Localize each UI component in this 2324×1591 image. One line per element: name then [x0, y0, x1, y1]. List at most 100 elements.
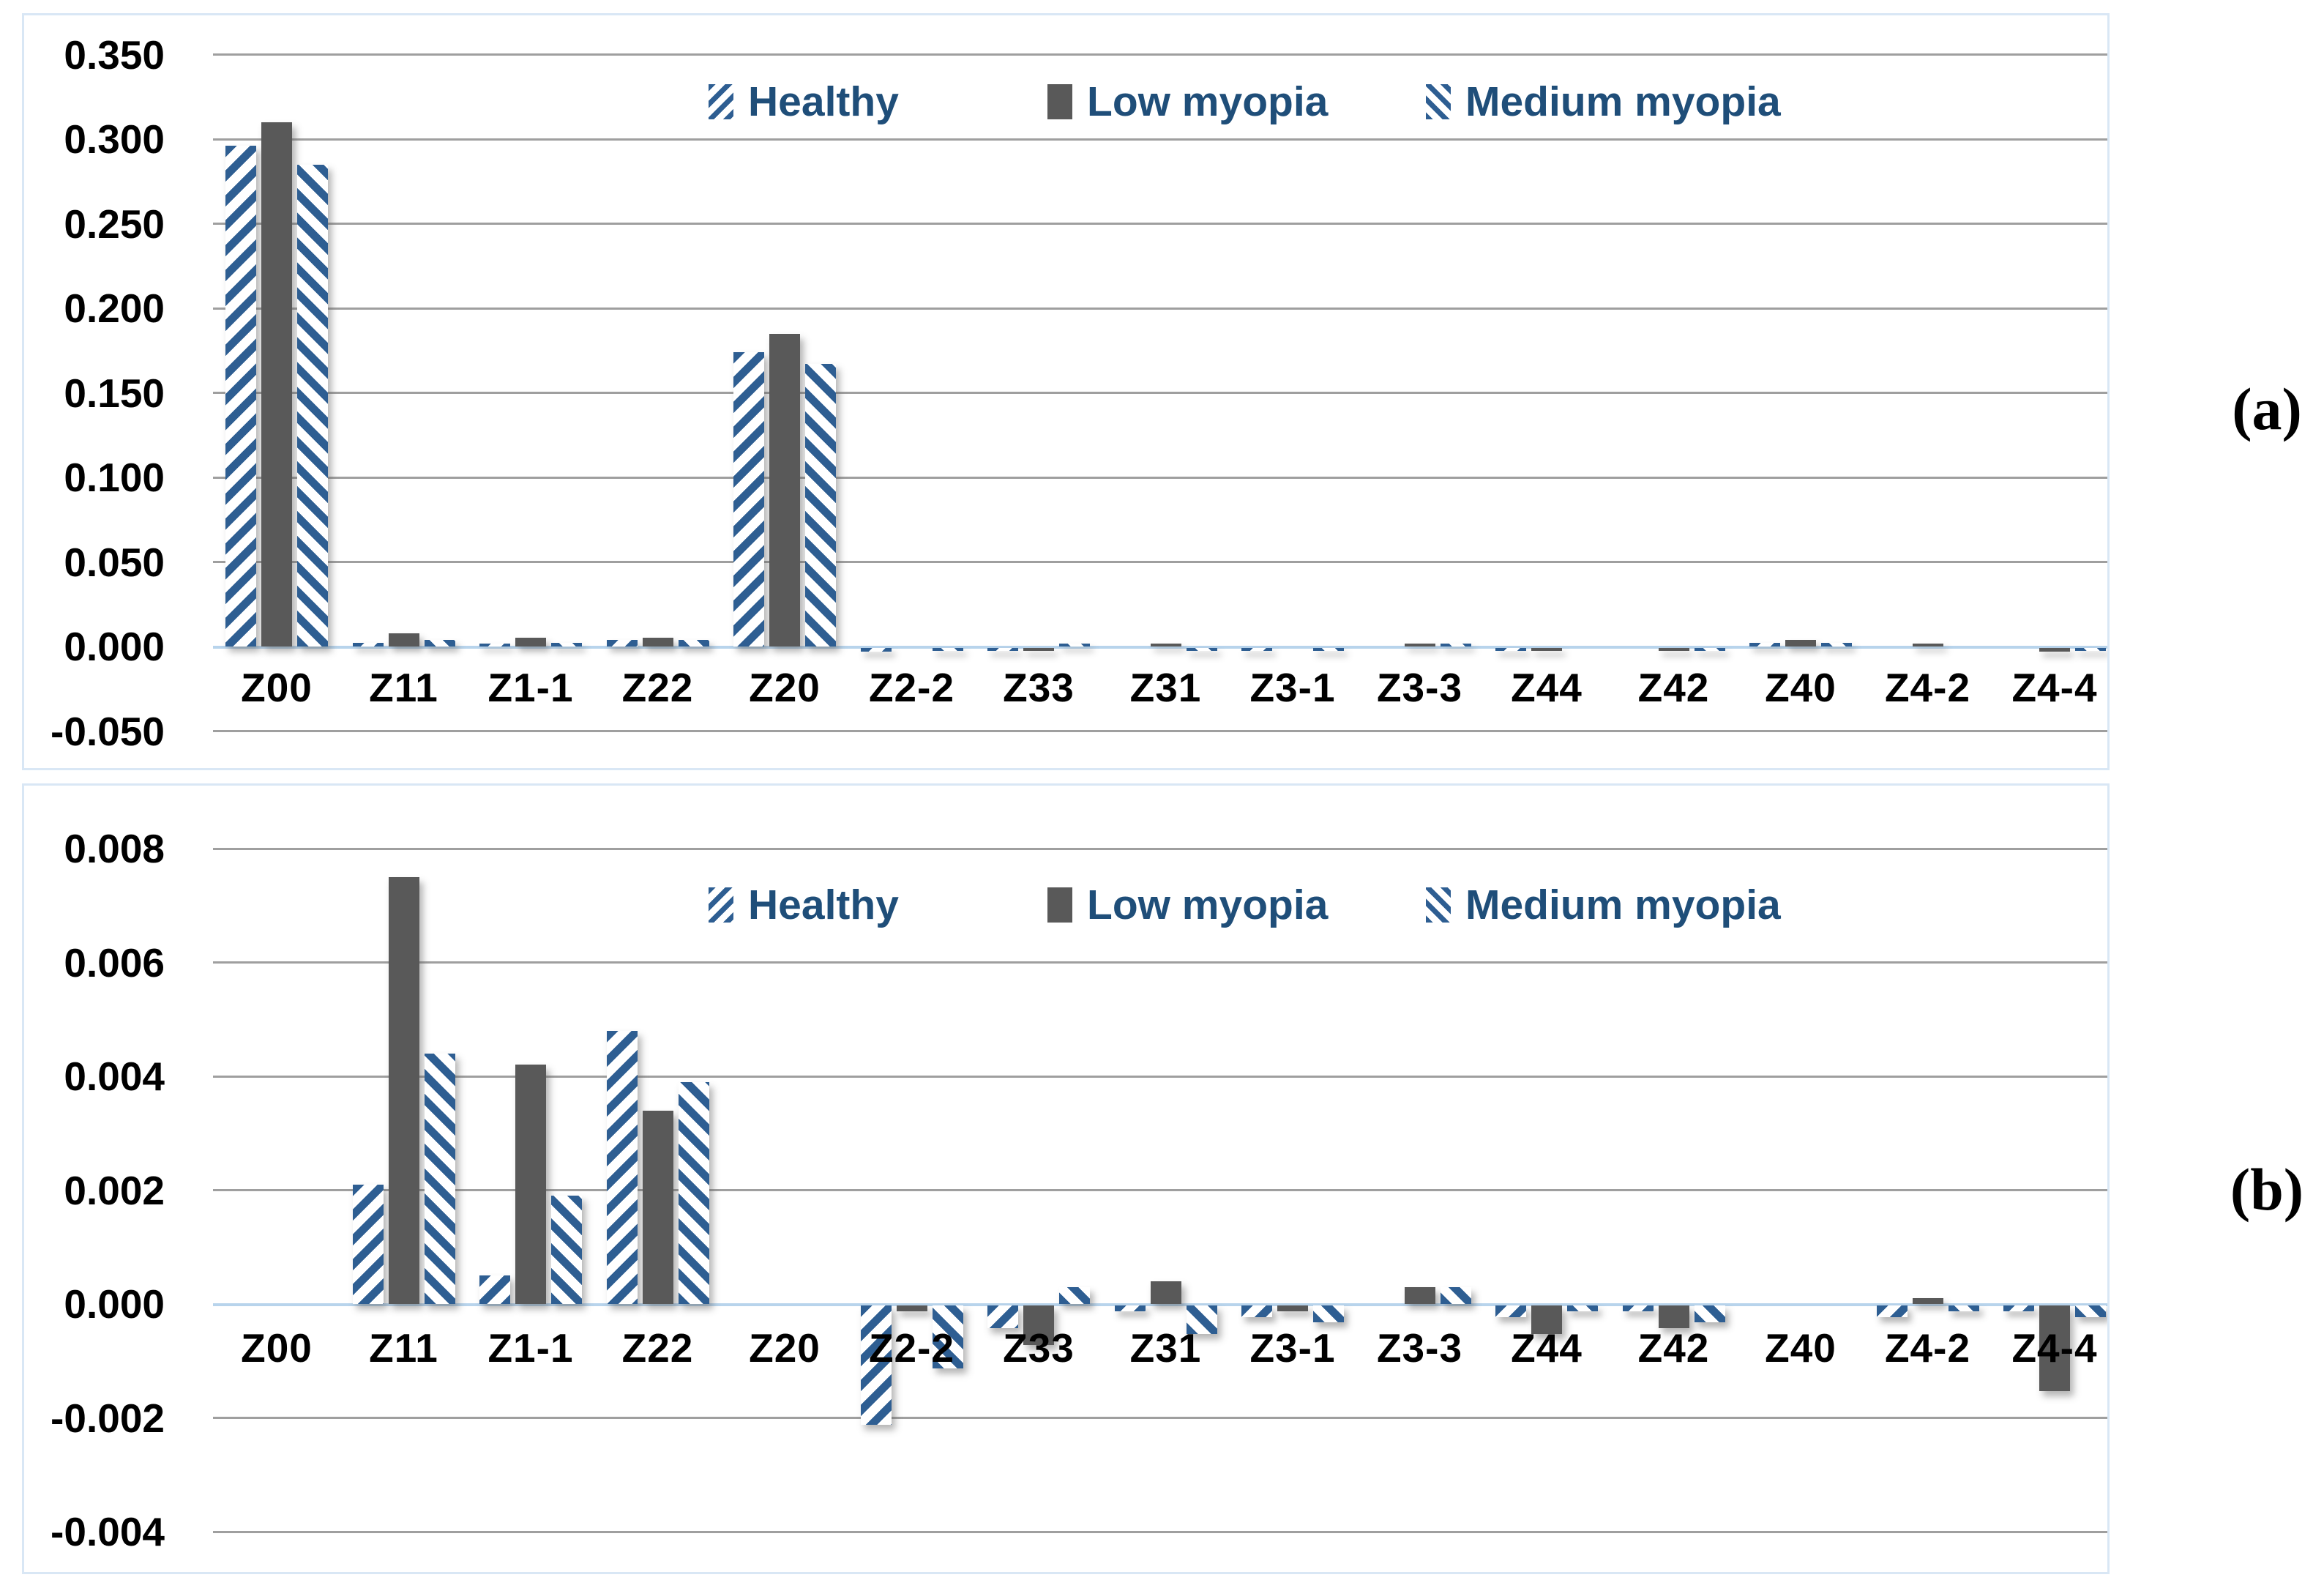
legend-item-healthy: Healthy: [709, 881, 899, 929]
bar-healthy-z2-2: [860, 1305, 892, 1426]
x-category-label-z40: Z40: [1765, 665, 1837, 710]
low-myopia-solid-marker-icon: [1047, 84, 1072, 119]
bar-healthy-z31: [1114, 1305, 1146, 1311]
bar-medium-myopia-z3-3: [1440, 644, 1471, 647]
bar-low-myopia-z4-2: [1912, 644, 1943, 647]
legend-label-medium-myopia: Medium myopia: [1465, 882, 1781, 928]
bar-medium-myopia-z20: [805, 364, 836, 647]
x-category-label-z33: Z33: [1003, 1325, 1075, 1371]
legend-item-low-myopia: Low myopia: [1047, 881, 1328, 929]
bar-healthy-z2-2: [860, 648, 892, 652]
low-myopia-solid-marker-icon: [1047, 887, 1072, 923]
bar-low-myopia-z42: [1658, 648, 1689, 651]
gridline: [213, 730, 2107, 732]
gridline: [213, 223, 2107, 225]
bar-medium-myopia-z00: [297, 164, 328, 647]
legend-item-medium-myopia: Medium myopia: [1426, 78, 1781, 126]
bar-low-myopia-z44: [1531, 1305, 1562, 1334]
bar-medium-myopia-z2-2: [932, 648, 963, 651]
bar-healthy-z22: [606, 1030, 638, 1304]
bar-medium-myopia-z4-4: [2075, 648, 2106, 651]
y-tick-label: 0.350: [64, 31, 165, 78]
x-category-label-z22: Z22: [621, 665, 694, 710]
bar-healthy-z11: [352, 1184, 384, 1304]
bar-low-myopia-z40: [1785, 639, 1816, 647]
bar-medium-myopia-z1-1: [551, 1196, 582, 1304]
y-tick-label: 0.050: [64, 539, 165, 585]
x-category-label-z4-2: Z4-2: [1884, 1325, 1971, 1371]
bar-low-myopia-z11: [388, 633, 419, 647]
bar-medium-myopia-z2-2: [932, 1305, 963, 1368]
y-tick-label: 0.004: [64, 1054, 165, 1099]
bar-low-myopia-z2-2: [896, 1305, 927, 1311]
zero-axis-line: [213, 1303, 2107, 1306]
bar-medium-myopia-z3-3: [1440, 1286, 1471, 1304]
x-category-label-z31: Z31: [1129, 665, 1202, 710]
gridline: [213, 392, 2107, 394]
legend-label-medium-myopia: Medium myopia: [1465, 78, 1781, 125]
bar-medium-myopia-z11: [424, 639, 455, 647]
bar-medium-myopia-z31: [1186, 648, 1217, 651]
bar-healthy-z1-1: [479, 1275, 510, 1304]
gridline: [213, 1530, 2107, 1533]
bar-medium-myopia-z3-1: [1313, 648, 1344, 651]
x-category-label-z1-1: Z1-1: [487, 1325, 574, 1371]
bar-low-myopia-z33: [1023, 1305, 1054, 1346]
bar-medium-myopia-z33: [1059, 1286, 1090, 1304]
bar-healthy-z11: [352, 643, 384, 647]
x-category-label-z31: Z31: [1129, 1325, 1202, 1371]
medium-myopia-hatch-marker-icon: [1426, 84, 1451, 119]
legend-label-healthy: Healthy: [748, 882, 899, 928]
bar-medium-myopia-z42: [1694, 1305, 1725, 1323]
bar-low-myopia-z00: [261, 122, 292, 647]
gridline: [213, 561, 2107, 563]
y-tick-label: 0.000: [64, 1281, 165, 1327]
legend-label-healthy: Healthy: [748, 78, 899, 125]
y-tick-label: 0.100: [64, 455, 165, 500]
bar-medium-myopia-z4-4: [2075, 1305, 2106, 1317]
gridline: [213, 307, 2107, 310]
bar-medium-myopia-z11: [424, 1053, 455, 1304]
y-tick-label: -0.004: [51, 1509, 165, 1554]
bar-medium-myopia-z3-1: [1313, 1305, 1344, 1323]
y-tick-label: 0.150: [64, 370, 165, 416]
gridline: [213, 476, 2107, 479]
gridline: [213, 1417, 2107, 1419]
x-category-label-z44: Z44: [1511, 665, 1583, 710]
bar-low-myopia-z4-4: [2039, 1305, 2070, 1391]
bar-low-myopia-z4-2: [1912, 1298, 1943, 1304]
legend-label-low-myopia: Low myopia: [1087, 78, 1329, 125]
medium-myopia-hatch-marker-icon: [1426, 887, 1451, 923]
gridline: [213, 961, 2107, 964]
bar-medium-myopia-z40: [1821, 643, 1852, 647]
bar-healthy-z4-4: [2003, 1305, 2034, 1311]
chart-panel-b: Healthy Low myopia Medium myopia 0.008 0.…: [22, 783, 2110, 1574]
bar-healthy-z42: [1622, 1305, 1654, 1311]
bar-healthy-z33: [987, 1305, 1018, 1329]
x-category-label-z00: Z00: [241, 665, 313, 710]
bar-low-myopia-z4-4: [2039, 648, 2070, 652]
bar-low-myopia-z1-1: [515, 638, 546, 647]
x-category-label-z20: Z20: [749, 1325, 821, 1371]
bar-medium-myopia-z22: [678, 1081, 709, 1304]
x-category-label-z42: Z42: [1637, 665, 1710, 710]
x-category-label-z42: Z42: [1637, 1325, 1710, 1371]
zero-axis-line: [213, 645, 2107, 649]
bar-healthy-z1-1: [479, 644, 510, 647]
x-category-label-z44: Z44: [1511, 1325, 1583, 1371]
x-category-label-z3-1: Z3-1: [1249, 665, 1336, 710]
bar-healthy-z33: [987, 648, 1018, 651]
bar-low-myopia-z22: [642, 638, 673, 647]
x-category-label-z40: Z40: [1765, 1325, 1837, 1371]
x-category-label-z11: Z11: [369, 665, 438, 710]
bar-low-myopia-z33: [1023, 648, 1054, 651]
x-category-label-z3-1: Z3-1: [1249, 1325, 1336, 1371]
bar-medium-myopia-z22: [678, 639, 709, 647]
y-tick-label: -0.050: [51, 708, 165, 754]
bar-low-myopia-z3-3: [1404, 1286, 1435, 1304]
bar-low-myopia-z44: [1531, 648, 1562, 651]
bar-healthy-z40: [1749, 643, 1780, 647]
x-category-label-z20: Z20: [749, 665, 821, 710]
bar-medium-myopia-z4-2: [1948, 1305, 1979, 1311]
x-category-label-z11: Z11: [369, 1325, 438, 1371]
